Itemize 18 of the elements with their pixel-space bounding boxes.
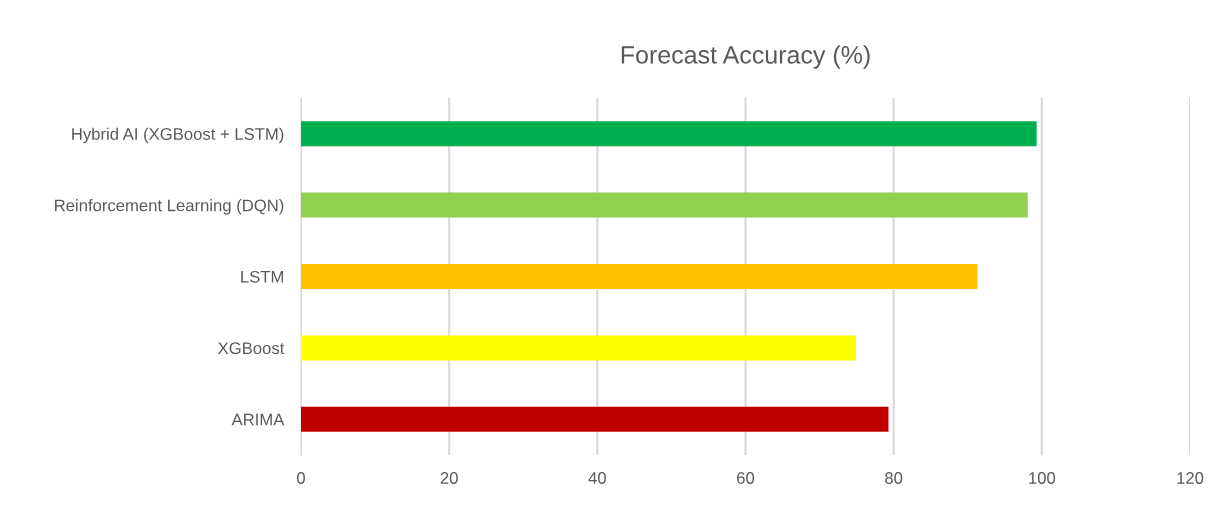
bar <box>301 192 1028 218</box>
x-tick-label: 20 <box>440 472 458 484</box>
bar <box>301 406 889 432</box>
x-tick-label: 40 <box>588 472 606 484</box>
y-tick-label: XGBoost <box>218 342 285 355</box>
y-tick-label: LSTM <box>241 270 283 283</box>
bar <box>301 335 856 361</box>
x-tick-label: 60 <box>737 472 755 484</box>
y-tick-label: ARIMA <box>231 413 285 426</box>
x-tick-label: 100 <box>1029 472 1056 484</box>
x-tick-label: 120 <box>1177 472 1204 484</box>
x-tick-label: 80 <box>885 472 903 484</box>
y-tick-label: Hybrid AI (XGBoost + LSTM) <box>72 127 284 144</box>
x-tick-label: 0 <box>297 472 305 484</box>
chart-title: Forecast Accuracy (%) <box>621 45 870 69</box>
bar <box>301 121 1037 147</box>
y-tick-label: Reinforcement Learning (DQN) <box>55 199 284 215</box>
bar <box>301 264 978 289</box>
